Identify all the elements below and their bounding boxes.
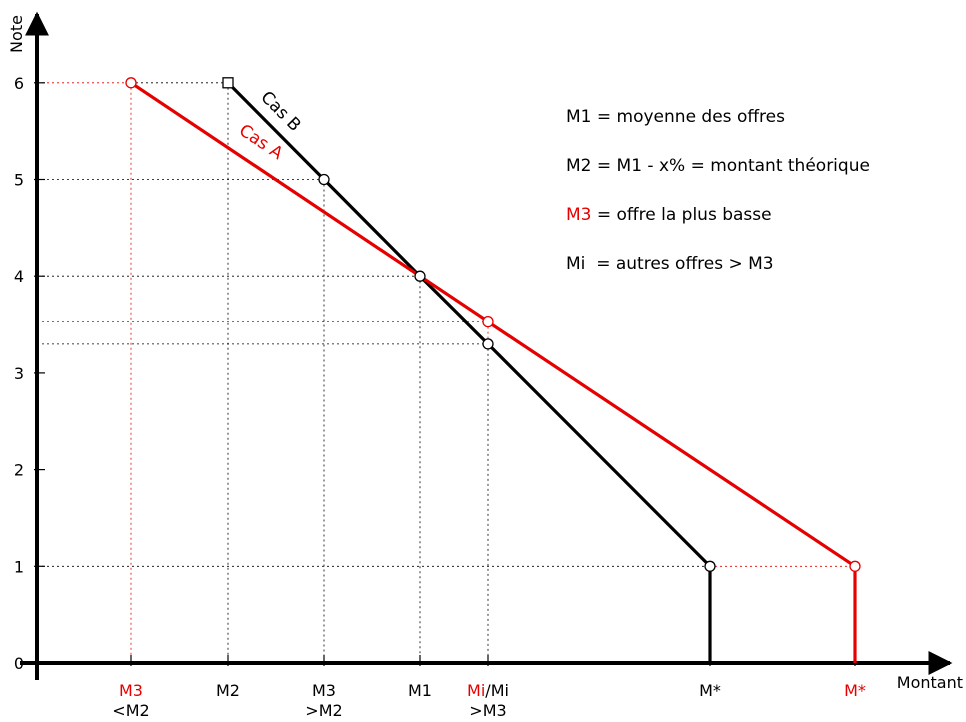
data-point xyxy=(482,315,494,328)
x-tick-label: Mi/Mi xyxy=(467,681,509,700)
guide-lines xyxy=(37,82,855,663)
y-tick-label: 2 xyxy=(14,461,24,480)
x-axis-title: Montant xyxy=(897,673,963,692)
data-point-square xyxy=(222,77,234,89)
legend-text-part: M3 xyxy=(566,205,591,225)
data-points xyxy=(125,77,861,572)
x-tick-label-part: M3 xyxy=(119,681,143,700)
legend-text-part: M1 xyxy=(566,107,591,127)
y-tick-label: 0 xyxy=(14,654,24,673)
y-tick-label: 4 xyxy=(14,267,24,286)
data-point xyxy=(482,338,494,350)
x-tick-label-part: /Mi xyxy=(485,681,509,700)
legend-text-part: Mi xyxy=(566,254,585,274)
x-tick-label-part: M3 xyxy=(312,681,336,700)
x-tick-sublabel: >M3 xyxy=(469,701,506,720)
x-tick-label-part: Mi xyxy=(467,681,485,700)
x-tick-label: M1 xyxy=(408,681,432,700)
x-tick-label: M3 xyxy=(312,681,336,700)
legend-text-part: M2 xyxy=(566,156,591,176)
axes xyxy=(20,11,953,680)
data-point xyxy=(318,173,330,186)
y-tick-label: 3 xyxy=(14,364,24,383)
legend-entry: M3 = offre la plus basse xyxy=(566,205,772,225)
legend-text-part: = autres offres > M3 xyxy=(585,254,773,274)
x-tick-label-part: M1 xyxy=(408,681,432,700)
y-tick-label: 6 xyxy=(14,74,24,93)
x-tick-label: M3 xyxy=(119,681,143,700)
x-tick-sublabel: <M2 xyxy=(112,701,149,720)
legend-entry: M2 = M1 - x% = montant théorique xyxy=(566,156,870,176)
legend-entry: M1 = moyenne des offres xyxy=(566,107,785,127)
y-axis-title: Note xyxy=(7,15,26,53)
y-tick-label: 5 xyxy=(14,171,24,190)
x-tick-label-part: M2 xyxy=(216,681,240,700)
legend-entry: Mi = autres offres > M3 xyxy=(566,254,774,274)
legend-text-part: = offre la plus basse xyxy=(591,205,771,225)
legend-text-part: = moyenne des offres xyxy=(591,107,785,127)
series-line-cas-a xyxy=(130,81,856,568)
legend: M1 = moyenne des offres M2 = M1 - x% = mo… xyxy=(566,107,870,274)
series-label: Cas B xyxy=(256,87,304,135)
legend-text-part: = M1 - x% = montant théorique xyxy=(591,156,869,176)
x-tick-label: M* xyxy=(844,681,866,700)
data-point xyxy=(125,77,137,89)
x-tick-label-part: M* xyxy=(844,681,866,700)
x-tick-label: M2 xyxy=(216,681,240,700)
x-tick-label: M* xyxy=(699,681,721,700)
y-tick-label: 1 xyxy=(14,557,24,576)
data-point xyxy=(414,270,426,282)
data-point xyxy=(849,560,861,572)
x-tick-sublabel: >M2 xyxy=(305,701,342,720)
x-tick-label-part: M* xyxy=(699,681,721,700)
data-point xyxy=(704,560,716,572)
